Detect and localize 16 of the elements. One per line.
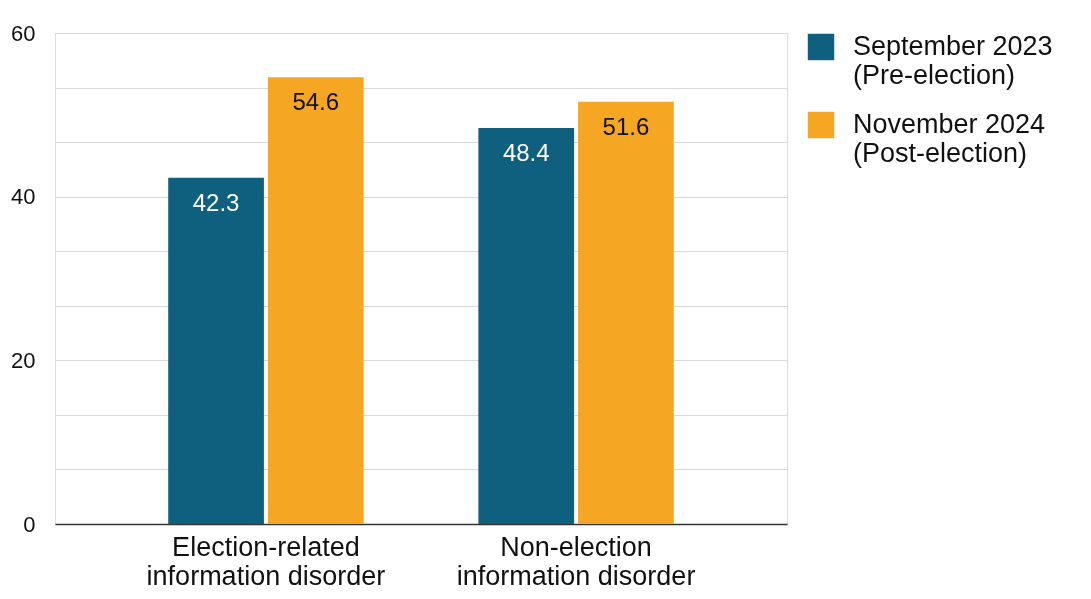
data-label: 54.6 [292,88,340,116]
bar [578,101,674,524]
y-tick-label: 60 [11,20,36,46]
y-tick-label: 40 [11,184,36,210]
legend-label: November 2024 (Post-election) [853,109,1046,168]
legend-label: September 2023 (Pre-election) [853,31,1053,90]
data-label: 51.6 [602,112,650,140]
x-tick-label: Non-election information disorder [456,531,696,591]
data-label: 42.3 [192,188,240,216]
y-tick-label: 20 [11,347,36,373]
bar [478,127,575,524]
data-label: 48.4 [502,138,550,166]
bar [267,77,364,524]
x-tick-label: Election-related information disorder [146,531,386,591]
bar [168,177,264,524]
y-tick-label: 0 [23,511,36,537]
